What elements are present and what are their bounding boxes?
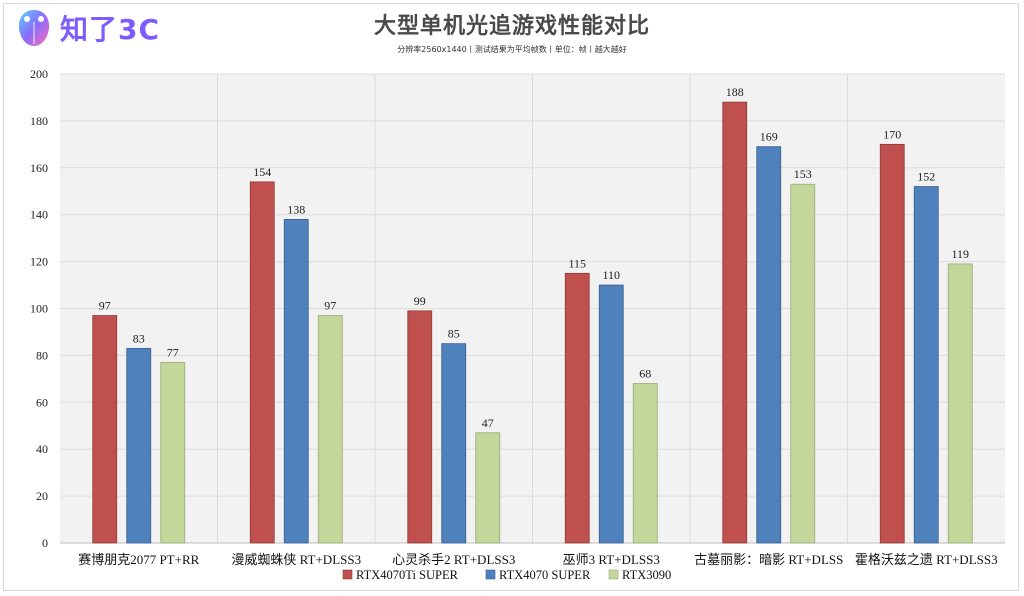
bar-2 <box>913 186 939 544</box>
data-label: 97 <box>324 299 336 313</box>
bar-2 <box>598 284 624 544</box>
data-label: 154 <box>253 165 271 179</box>
bar-2 <box>441 343 467 544</box>
bar-3 <box>317 315 343 544</box>
data-label: 115 <box>568 256 586 270</box>
legend-label: RTX4070Ti SUPER <box>356 568 459 582</box>
bar-1 <box>879 143 905 544</box>
data-label: 138 <box>287 202 305 216</box>
chart-subtitle: 分辨率2560x1440丨测试结果为平均帧数丨单位：帧丨越大越好 <box>397 45 627 54</box>
bar-3 <box>160 362 186 544</box>
data-label: 170 <box>883 127 901 141</box>
bar-2 <box>756 146 782 544</box>
bar-1 <box>92 315 118 544</box>
x-tick-label: 巫师3 RT+DLSS3 <box>563 552 660 567</box>
y-tick-label: 60 <box>36 395 48 409</box>
data-label: 68 <box>639 367 651 381</box>
data-label: 188 <box>726 85 744 99</box>
brand-logo: 知了3C <box>12 6 162 50</box>
cicada-logo-icon <box>18 10 50 46</box>
x-tick-label: 霍格沃兹之遗 RT+DLSS3 <box>855 552 998 567</box>
y-tick-label: 80 <box>36 348 48 362</box>
bar-1 <box>249 181 275 544</box>
data-label: 99 <box>414 294 426 308</box>
x-tick-label: 赛博朋克2077 PT+RR <box>78 552 199 567</box>
data-label: 119 <box>951 247 969 261</box>
data-label: 77 <box>167 345 179 359</box>
data-label: 169 <box>760 130 778 144</box>
data-label: 97 <box>99 299 111 313</box>
bar-2 <box>283 218 309 544</box>
data-label: 153 <box>794 167 812 181</box>
y-tick-label: 100 <box>30 302 48 316</box>
bar-1 <box>564 272 590 544</box>
legend-swatch <box>608 569 619 580</box>
bar-1 <box>722 101 748 544</box>
data-label: 85 <box>448 327 460 341</box>
logo-text: 知了3C <box>60 13 161 46</box>
x-tick-label: 心灵杀手2 RT+DLSS3 <box>392 552 515 567</box>
legend-label: RTX4070 SUPER <box>499 568 591 582</box>
data-label: 110 <box>602 268 620 282</box>
chart-frame <box>3 3 1019 591</box>
y-tick-label: 160 <box>30 161 48 175</box>
data-label: 83 <box>133 331 145 345</box>
y-tick-label: 0 <box>42 536 48 550</box>
bar-2 <box>126 347 152 544</box>
bar-3 <box>947 263 973 544</box>
y-tick-label: 20 <box>36 489 48 503</box>
y-tick-label: 200 <box>30 67 48 81</box>
bar-3 <box>790 183 816 544</box>
data-label: 152 <box>917 170 935 184</box>
y-tick-label: 140 <box>30 208 48 222</box>
chart-title: 大型单机光追游戏性能对比 <box>373 14 650 39</box>
legend-label: RTX3090 <box>622 568 671 582</box>
x-tick-label: 漫威蜘蛛侠 RT+DLSS3 <box>231 552 361 567</box>
x-tick-label: 古墓丽影：暗影 RT+DLSS <box>694 552 843 567</box>
legend-swatch <box>485 569 496 580</box>
legend-swatch <box>342 569 353 580</box>
y-tick-label: 120 <box>30 255 48 269</box>
y-tick-label: 40 <box>36 442 48 456</box>
data-label: 47 <box>482 416 494 430</box>
bar-3 <box>632 383 658 544</box>
bar-3 <box>475 432 501 544</box>
bar-1 <box>407 310 433 544</box>
y-tick-label: 180 <box>30 114 48 128</box>
